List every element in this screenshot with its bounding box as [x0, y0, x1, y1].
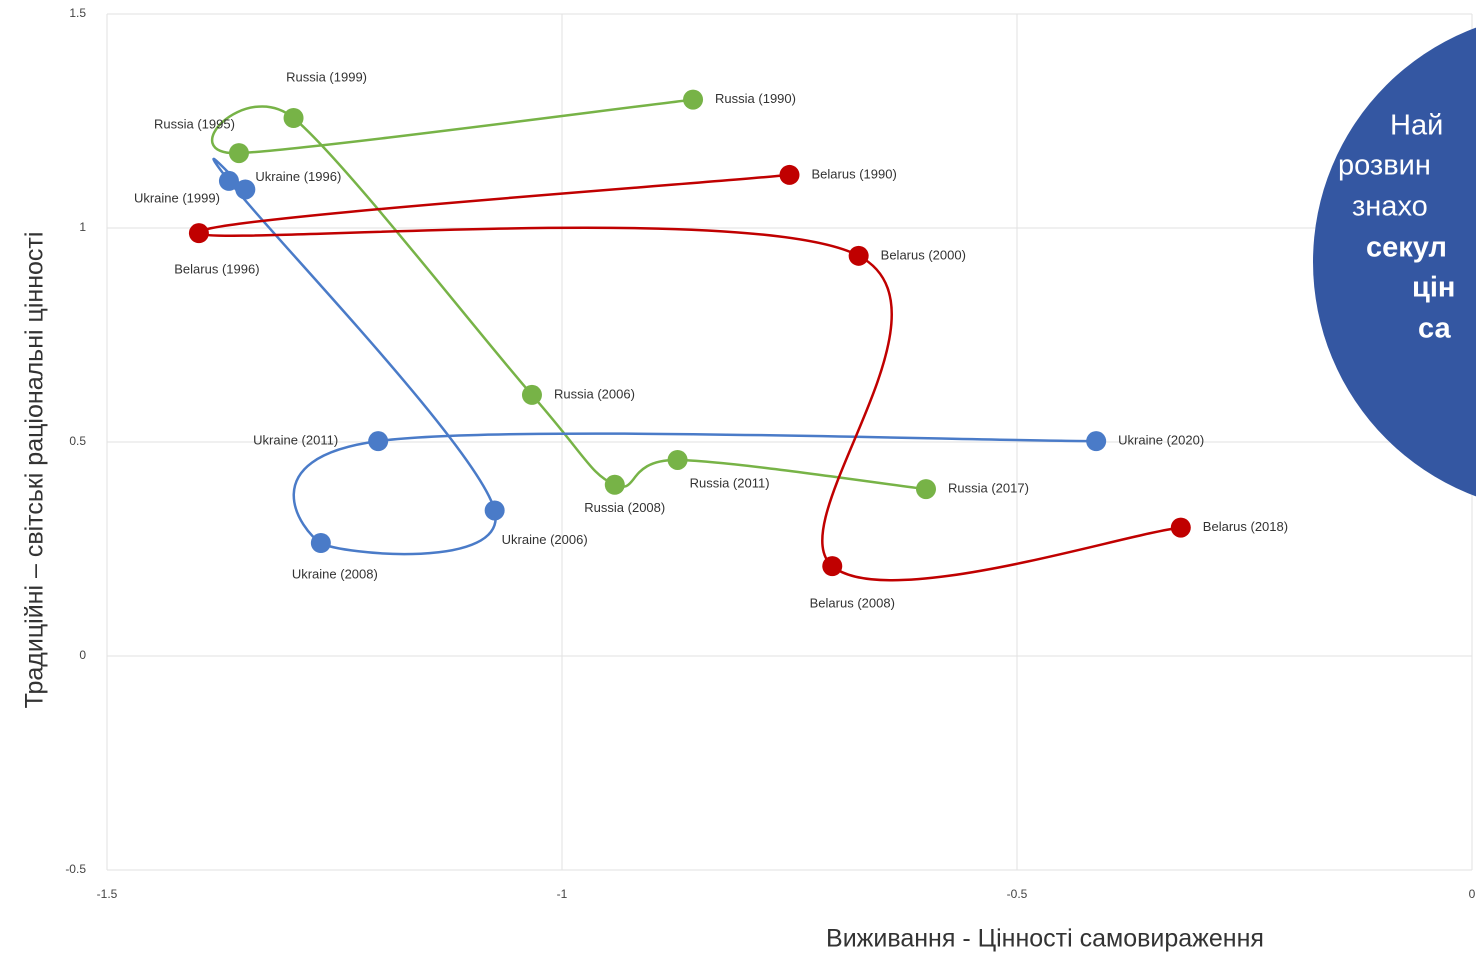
point-label: Russia (2017) — [948, 481, 1029, 496]
point — [310, 533, 331, 554]
x-axis-title: Виживання - Цінності самовираження — [826, 925, 1264, 953]
point-label: Belarus (1996) — [174, 262, 259, 277]
x-tick-label: 0 — [1469, 887, 1476, 901]
point — [484, 500, 505, 521]
callout-text: розвин — [1338, 150, 1431, 182]
x-tick-label: -0.5 — [1007, 887, 1028, 901]
point-label: Russia (2011) — [690, 475, 770, 490]
point-label: Russia (2006) — [554, 386, 635, 401]
point-label: Ukraine (2006) — [502, 532, 588, 547]
point-label: Belarus (2000) — [881, 247, 966, 262]
point-label: Russia (2008) — [584, 500, 665, 515]
y-tick-label: 1 — [79, 220, 86, 234]
point — [848, 245, 869, 266]
callout-text: знахо — [1352, 191, 1428, 223]
point — [667, 449, 688, 470]
point-label: Belarus (1990) — [812, 166, 897, 181]
point — [368, 431, 389, 452]
point — [779, 164, 800, 185]
series-line — [197, 173, 1181, 582]
callout-text: цін — [1412, 272, 1455, 304]
point — [283, 108, 304, 129]
point — [228, 143, 249, 164]
y-axis-title: Традиційні – світські раціональні ціннос… — [21, 232, 49, 709]
point-label: Russia (1995) — [154, 117, 235, 132]
callout-text: Най — [1390, 110, 1443, 142]
point — [235, 179, 256, 200]
point — [218, 170, 239, 191]
x-tick-label: -1.5 — [97, 887, 118, 901]
point — [604, 474, 625, 495]
callout-circle — [1313, 27, 1476, 497]
point — [1170, 517, 1191, 538]
point-label: Ukraine (1996) — [255, 169, 341, 184]
y-tick-label: 1.5 — [69, 6, 86, 20]
point-label: Belarus (2008) — [810, 596, 895, 611]
y-tick-label: 0.5 — [69, 434, 86, 448]
y-tick-label: -0.5 — [65, 862, 86, 876]
point-label: Ukraine (1999) — [134, 190, 220, 205]
x-tick-label: -1 — [557, 887, 568, 901]
point-label: Ukraine (2011) — [253, 433, 338, 448]
point-label: Belarus (2018) — [1203, 519, 1288, 534]
point-label: Russia (1990) — [715, 91, 796, 106]
point — [1086, 431, 1107, 452]
point — [916, 479, 936, 500]
point — [822, 556, 843, 577]
point — [521, 384, 542, 405]
series-line — [211, 98, 927, 491]
point-label: Ukraine (2020) — [1118, 433, 1204, 448]
callout-text: са — [1418, 313, 1451, 345]
y-tick-label: 0 — [79, 648, 86, 662]
point — [683, 89, 704, 110]
point-label: Ukraine (2008) — [292, 566, 378, 581]
point — [188, 223, 209, 244]
point-label: Russia (1999) — [286, 69, 367, 84]
callout-text: секул — [1366, 232, 1447, 264]
